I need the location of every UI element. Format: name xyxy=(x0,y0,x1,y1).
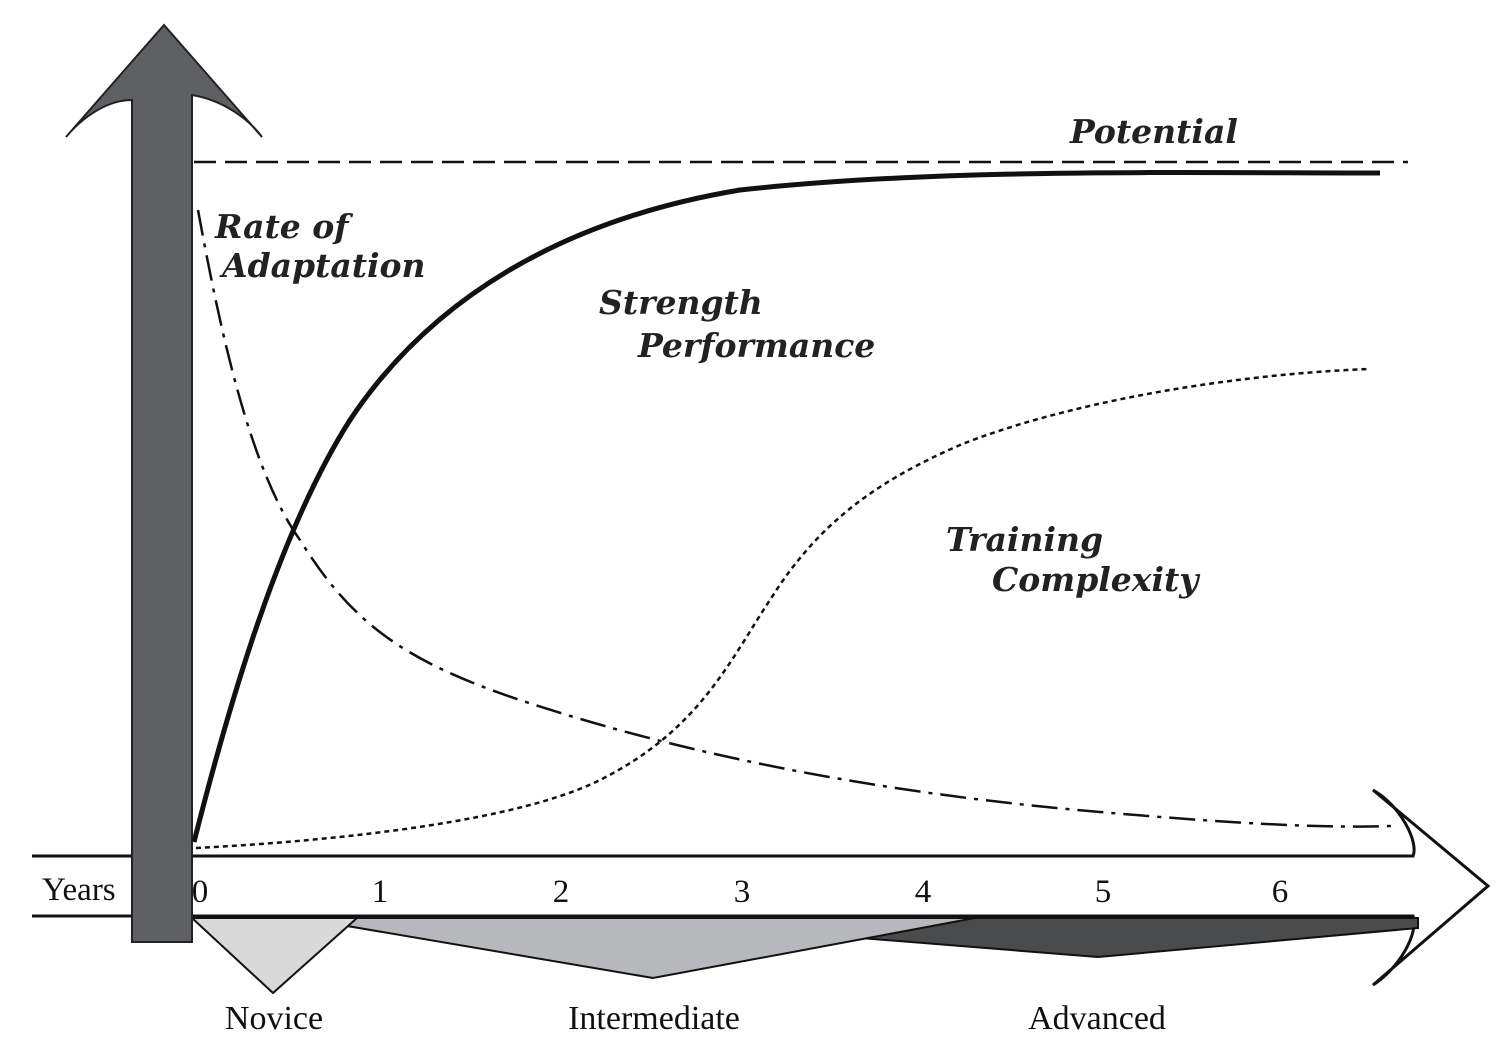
tick-0: 0 xyxy=(192,874,209,910)
novice-label: Novice xyxy=(225,1000,323,1037)
years-axis-arrow xyxy=(32,788,1491,987)
tick-4: 4 xyxy=(915,874,932,910)
strength-label-line1: Strength xyxy=(599,283,763,322)
training-label-line2: Complexity xyxy=(992,560,1201,599)
rate-of-adaptation-curve xyxy=(196,209,1393,828)
tick-2: 2 xyxy=(553,874,570,910)
tick-5: 5 xyxy=(1095,874,1112,910)
novice-region xyxy=(189,917,360,995)
tick-6: 6 xyxy=(1272,874,1289,910)
intermediate-region xyxy=(299,917,976,980)
tick-1: 1 xyxy=(372,874,389,910)
strength-label-line2: Performance xyxy=(637,326,875,365)
performance-axis-arrow xyxy=(65,23,263,943)
potential-label: Potential xyxy=(1069,112,1238,151)
intermediate-label: Intermediate xyxy=(568,1000,740,1037)
training-complexity-curve xyxy=(195,367,1369,850)
rate-label-line2: Adaptation xyxy=(219,246,426,285)
strength-performance-curve xyxy=(191,170,1381,843)
rate-label-line1: Rate of xyxy=(214,207,353,246)
advanced-label: Advanced xyxy=(1028,1000,1166,1037)
training-label-line1: Training xyxy=(946,520,1103,559)
tick-3: 3 xyxy=(734,874,751,910)
years-label: Years xyxy=(42,872,116,908)
